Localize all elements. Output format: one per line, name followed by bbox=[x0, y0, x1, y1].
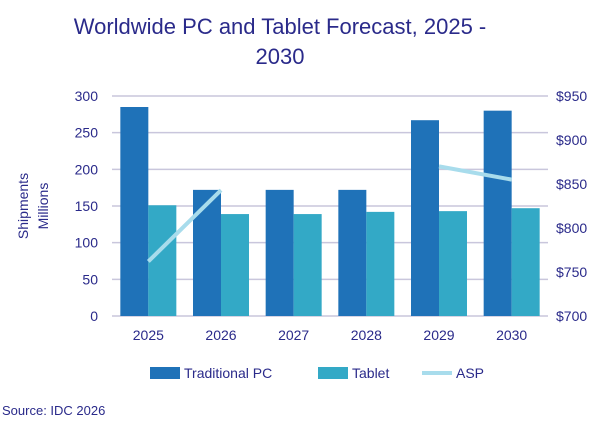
bar-traditional-pc bbox=[483, 110, 512, 317]
bar-traditional-pc bbox=[411, 120, 439, 316]
x-tick-label: 2028 bbox=[351, 327, 382, 343]
y-tick-label: 250 bbox=[75, 125, 99, 141]
y-tick-label: 150 bbox=[75, 198, 99, 214]
y2-tick-label: $800 bbox=[556, 220, 587, 236]
bar-tablet bbox=[293, 214, 322, 316]
bar-tablet bbox=[366, 211, 395, 316]
y2-tick-label: $950 bbox=[556, 88, 587, 104]
legend-label: Tablet bbox=[352, 365, 389, 381]
y-axis-label-1: Shipments bbox=[15, 173, 31, 239]
y-tick-label: 200 bbox=[75, 161, 99, 177]
y-axis-label-2: Millions bbox=[35, 183, 51, 230]
source-note: Source: IDC 2026 bbox=[2, 403, 106, 418]
x-tick-label: 2025 bbox=[133, 327, 164, 343]
asp-line-segment bbox=[146, 188, 223, 263]
asp-line-segment bbox=[438, 164, 513, 182]
bar-traditional-pc bbox=[338, 189, 367, 316]
y2-tick-label: $900 bbox=[556, 132, 587, 148]
x-tick-label: 2029 bbox=[423, 327, 454, 343]
bar-traditional-pc bbox=[193, 189, 221, 316]
bar-tablet bbox=[148, 205, 177, 316]
legend-label: Traditional PC bbox=[184, 365, 272, 381]
y-tick-label: 300 bbox=[75, 88, 99, 104]
bar-traditional-pc bbox=[120, 107, 149, 316]
y-tick-label: 0 bbox=[90, 308, 98, 324]
x-tick-label: 2030 bbox=[496, 327, 527, 343]
legend-swatch bbox=[150, 367, 180, 379]
y2-tick-label: $750 bbox=[556, 264, 587, 280]
y-tick-label: 100 bbox=[75, 235, 99, 251]
chart-title: Worldwide PC and Tablet Forecast, 2025 -… bbox=[73, 14, 487, 69]
y2-tick-label: $850 bbox=[556, 176, 587, 192]
y2-tick-label: $700 bbox=[556, 308, 587, 324]
y-tick-label: 50 bbox=[82, 271, 98, 287]
bar-tablet bbox=[221, 214, 249, 316]
x-tick-label: 2026 bbox=[205, 327, 236, 343]
bar-traditional-pc bbox=[265, 189, 294, 316]
legend-label: ASP bbox=[456, 365, 484, 381]
bar-tablet bbox=[511, 208, 540, 316]
x-tick-label: 2027 bbox=[278, 327, 309, 343]
legend-swatch bbox=[318, 367, 348, 379]
bar-tablet bbox=[439, 211, 467, 316]
